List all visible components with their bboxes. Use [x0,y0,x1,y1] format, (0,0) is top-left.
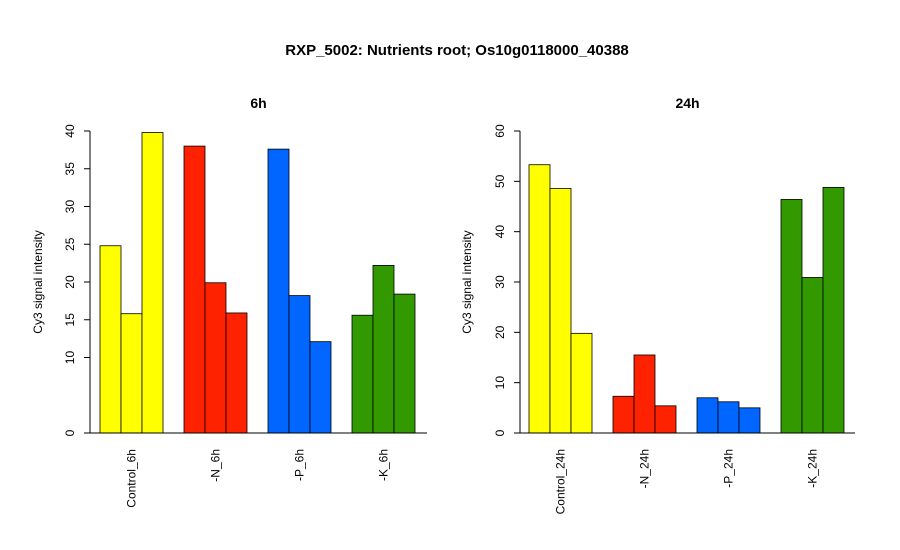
bar [309,341,332,434]
y-tick-label: 30 [493,275,507,289]
y-tick-label: 25 [63,237,77,251]
y-tick-label: 40 [63,124,77,138]
bar [141,132,164,434]
bar [204,282,227,434]
bar [372,264,395,434]
x-tick-label: -P_6h [293,449,307,481]
bar [822,186,845,434]
y-tick-label: 35 [63,162,77,176]
panel-title: 6h [250,95,266,111]
bar [801,277,824,434]
bar [528,164,551,434]
y-tick-label: 10 [63,351,77,365]
y-tick-label: 50 [493,174,507,188]
bar [267,148,290,434]
y-tick-label: 40 [493,225,507,239]
x-tick-label: -K_24h [806,449,820,488]
bar [288,295,311,434]
bar [696,397,719,434]
bar [351,314,374,434]
bar [120,313,143,434]
y-tick-label: 15 [63,313,77,327]
chart-panel-1: 6h Cy3 signal intensity Control_6h -N_6h -P_… [31,95,427,508]
panel-title: 24h [675,95,699,111]
bar [99,245,122,434]
y-tick-label: 10 [493,376,507,390]
y-axis-label: Cy3 signal intensity [460,230,474,333]
x-tick-label: -P_24h [722,449,736,488]
y-tick-label: 60 [493,124,507,138]
y-tick-label: 0 [493,429,507,436]
bar [549,187,572,434]
figure-title: RXP_5002: Nutrients root; Os10g0118000_4… [285,42,629,59]
bar [738,407,761,434]
bar [183,145,206,434]
y-axis-label: Cy3 signal intensity [31,230,45,333]
chart-panel-2: 24h Cy3 signal intensity Control_24h -N_24h… [460,95,855,514]
bar [393,293,416,434]
bar [225,312,248,434]
bar [654,405,677,434]
x-tick-label: -N_24h [638,449,652,488]
bar [612,395,635,434]
bar [633,354,656,434]
y-tick-label: 0 [63,429,77,436]
x-tick-label: Control_24h [554,449,568,514]
bar [780,199,803,434]
y-tick-label: 20 [493,325,507,339]
bar [570,332,593,434]
bar [717,401,740,434]
x-tick-label: -N_6h [209,449,223,482]
x-tick-label: Control_6h [125,449,139,508]
x-tick-label: -K_6h [377,449,391,481]
y-tick-label: 30 [63,200,77,214]
y-tick-label: 20 [63,275,77,289]
